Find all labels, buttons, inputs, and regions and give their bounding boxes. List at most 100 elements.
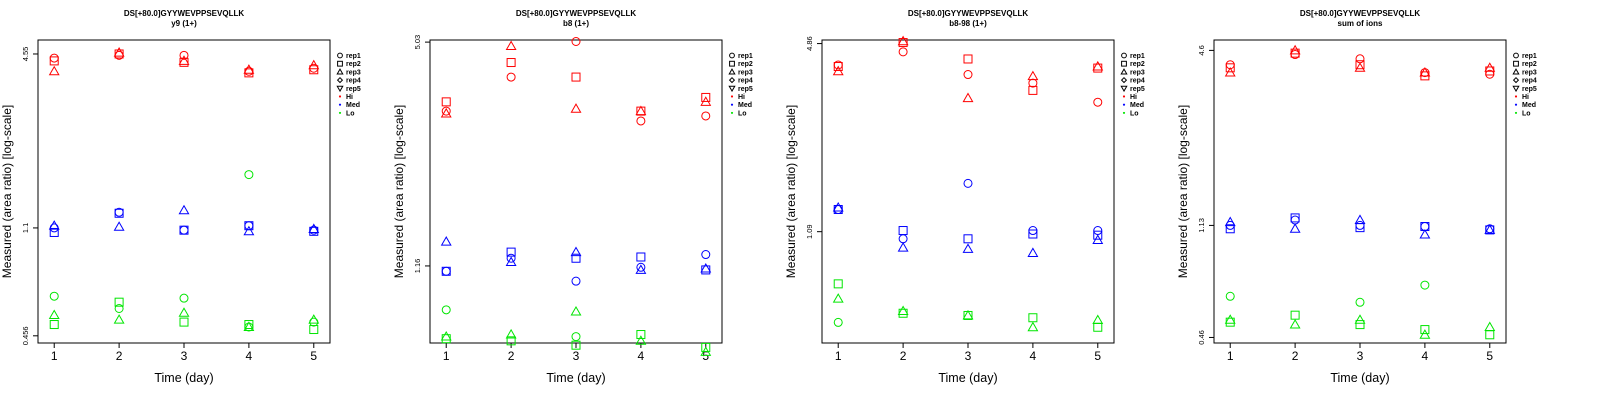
legend-marker-hi <box>338 95 342 98</box>
y-axis-label: Measured (area ratio) [log-scale] <box>784 105 798 278</box>
data-point-hi-rep2 <box>1028 85 1038 95</box>
data-point-hi-rep2 <box>309 65 319 75</box>
data-point-lo-rep1 <box>1420 280 1430 290</box>
data-point-lo-rep3 <box>962 309 974 320</box>
x-tick-label: 3 <box>573 349 580 363</box>
data-point-hi-rep2 <box>114 49 124 59</box>
legend-marker-rep5 <box>728 85 736 93</box>
data-point-hi-rep3 <box>897 35 909 46</box>
legend-marker-rep3 <box>336 68 344 75</box>
legend-marker-med <box>338 103 342 106</box>
data-point-lo-rep1 <box>571 332 581 342</box>
y-tick-label: 1.16 <box>413 259 422 274</box>
legend-marker-rep1 <box>1513 52 1519 59</box>
data-point-hi-rep3 <box>1092 60 1104 71</box>
data-point-hi-rep1 <box>1355 54 1365 64</box>
data-point-lo-rep3 <box>308 314 320 324</box>
x-axis-label: Time (day) <box>1330 371 1389 385</box>
data-point-hi-rep3 <box>832 65 844 76</box>
legend-label-rep3: rep3 <box>346 69 361 76</box>
data-point-hi-rep1 <box>963 70 973 80</box>
x-tick-label: 3 <box>965 349 972 363</box>
legend-marker-rep4 <box>1512 76 1520 84</box>
data-point-lo-rep2 <box>179 317 189 327</box>
x-tick-label: 2 <box>508 349 515 363</box>
data-point-lo-rep2 <box>244 320 254 330</box>
data-point-hi-rep2 <box>833 62 843 72</box>
data-point-med-rep1 <box>441 266 451 276</box>
legend-marker-med <box>1514 103 1518 106</box>
legend-label-rep2: rep2 <box>1522 61 1537 68</box>
data-point-med-rep2 <box>636 252 646 262</box>
legend-label-rep2: rep2 <box>738 61 753 68</box>
x-tick-label: 4 <box>638 349 645 363</box>
legend-label-rep1: rep1 <box>346 53 361 60</box>
chart-subtitle: b8 (1+) <box>563 19 589 28</box>
data-point-lo-rep3 <box>897 305 909 316</box>
legend-label-rep2: rep2 <box>346 61 361 68</box>
data-point-med-rep1 <box>701 250 711 260</box>
chart-title: DS[+80.0]GYYWEVPPSEVQLLK <box>1300 9 1420 18</box>
data-point-hi-rep2 <box>49 56 59 66</box>
data-point-med-rep2 <box>963 234 973 244</box>
data-point-med-rep1 <box>833 205 843 215</box>
data-point-med-rep2 <box>1290 213 1300 223</box>
data-point-hi-rep3 <box>440 107 452 118</box>
legend-label-rep3: rep3 <box>1130 69 1145 76</box>
y-tick-label: 4.6 <box>1197 45 1206 55</box>
data-point-hi-rep3 <box>1419 66 1431 77</box>
data-point-lo-rep3 <box>1419 329 1431 339</box>
data-point-lo-rep2 <box>506 336 516 346</box>
legend-marker-lo <box>1122 111 1126 114</box>
legend-marker-rep1 <box>729 52 735 59</box>
data-point-lo-rep2 <box>309 325 319 335</box>
data-point-lo-rep1 <box>1355 297 1365 307</box>
data-point-hi-rep1 <box>1028 78 1038 88</box>
data-point-lo-rep3 <box>1289 318 1301 329</box>
data-point-med-rep3 <box>832 201 844 212</box>
data-point-hi-rep3 <box>1027 70 1039 81</box>
x-tick-label: 1 <box>835 349 842 363</box>
legend-label-hi: Hi <box>1130 94 1137 101</box>
data-point-hi-rep1 <box>441 106 451 116</box>
data-point-med-rep3 <box>308 223 320 233</box>
data-point-med-rep2 <box>1225 224 1235 234</box>
data-point-med-rep2 <box>701 265 711 275</box>
data-point-hi-rep3 <box>1484 62 1496 72</box>
data-point-lo-rep2 <box>701 342 711 352</box>
data-point-med-rep1 <box>1290 215 1300 225</box>
data-point-hi-rep1 <box>179 50 189 60</box>
x-axis-label: Time (day) <box>154 371 213 385</box>
data-point-lo-rep3 <box>1027 321 1039 332</box>
legend-label-rep5: rep5 <box>1130 86 1145 93</box>
legend-marker-rep2 <box>729 60 735 67</box>
chart-subtitle: y9 (1+) <box>171 19 197 28</box>
chart-subtitle: b8-98 (1+) <box>949 19 987 28</box>
data-point-lo-rep2 <box>636 330 646 340</box>
legend-marker-rep5 <box>336 85 344 93</box>
legend-label-hi: Hi <box>738 94 745 101</box>
legend-marker-hi <box>1514 95 1518 98</box>
data-point-hi-rep2 <box>898 38 908 48</box>
x-tick-label: 3 <box>181 349 188 363</box>
legend-marker-med <box>730 103 734 106</box>
legend-marker-hi <box>730 95 734 98</box>
legend-marker-rep3 <box>728 68 736 75</box>
data-point-med-rep3 <box>48 220 60 230</box>
data-point-med-rep1 <box>1355 220 1365 230</box>
data-point-lo-rep1 <box>833 317 843 327</box>
data-point-lo-rep2 <box>1093 322 1103 332</box>
legend-marker-rep1 <box>337 52 343 59</box>
data-point-hi-rep1 <box>49 53 59 63</box>
legend-marker-rep2 <box>1513 60 1519 67</box>
data-point-lo-rep3 <box>243 321 255 331</box>
y-tick-label: 1.09 <box>805 224 814 239</box>
data-point-med-rep3 <box>113 221 125 231</box>
data-point-med-rep2 <box>114 208 124 218</box>
data-point-med-rep1 <box>1028 226 1038 236</box>
data-point-med-rep1 <box>506 253 516 263</box>
legend-label-rep1: rep1 <box>738 53 753 60</box>
data-point-hi-rep3 <box>1289 44 1301 55</box>
x-tick-label: 5 <box>1094 349 1101 363</box>
